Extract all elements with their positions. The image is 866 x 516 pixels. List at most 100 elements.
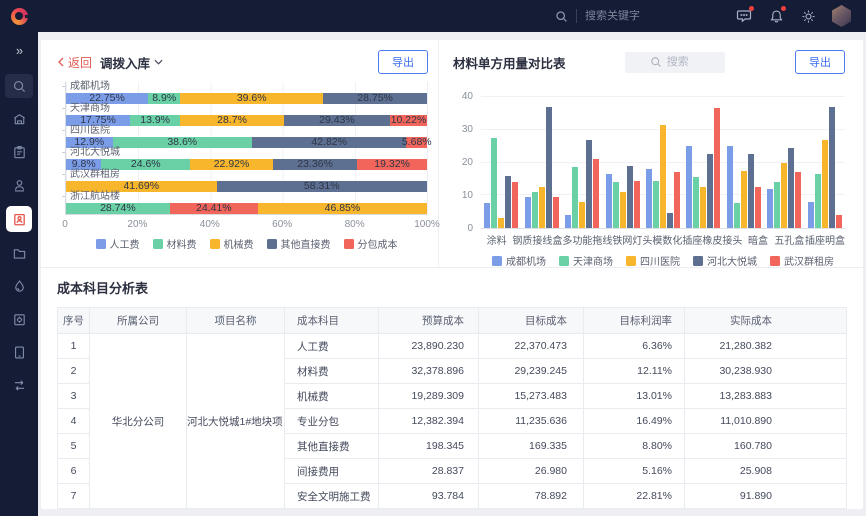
bar-天津商场[interactable]: [491, 137, 498, 228]
bar-segment-人工费[interactable]: 9.8%: [66, 159, 102, 170]
bar-天津商场[interactable]: [693, 177, 700, 228]
bar-成都机场[interactable]: [807, 201, 814, 228]
bar-四川医院[interactable]: [538, 187, 545, 228]
bar-河北大悦城[interactable]: [747, 154, 754, 228]
bar-成都机场[interactable]: [645, 169, 652, 228]
bar-河北大悦城[interactable]: [545, 106, 552, 228]
legend-item-机械费[interactable]: 机械费: [209, 236, 254, 251]
export-button[interactable]: 导出: [794, 50, 845, 74]
bar-segment-分包成本[interactable]: 24.41%: [169, 203, 258, 214]
bar-天津商场[interactable]: [733, 203, 740, 228]
legend-item-四川医院[interactable]: 四川医院: [626, 253, 680, 268]
chart-search-input[interactable]: [666, 56, 701, 68]
bar-成都机场[interactable]: [524, 196, 531, 228]
bar-武汉群租房[interactable]: [795, 172, 802, 228]
bar-segment-材料费[interactable]: 13.9%: [130, 115, 181, 126]
bar-segment-机械费[interactable]: 22.92%: [190, 159, 273, 170]
bar-武汉群租房[interactable]: [593, 159, 600, 228]
bar-segment-其他直接费[interactable]: 42.82%: [251, 137, 407, 148]
bar-segment-人工费[interactable]: 22.75%: [66, 93, 149, 104]
legend-item-分包成本[interactable]: 分包成本: [343, 236, 398, 251]
bar-四川医院[interactable]: [579, 201, 586, 228]
sidebar-item-materials[interactable]: [5, 274, 33, 298]
bar-成都机场[interactable]: [767, 188, 774, 228]
panel-title-dropdown[interactable]: 调拨入库: [100, 53, 163, 72]
sidebar-item-files[interactable]: [5, 241, 33, 265]
export-button[interactable]: 导出: [378, 50, 428, 74]
legend-item-成都机场[interactable]: 成都机场: [492, 253, 546, 268]
bar-segment-机械费[interactable]: 39.6%: [180, 93, 324, 104]
bar-segment-人工费[interactable]: 12.9%: [66, 137, 113, 148]
bar-四川医院[interactable]: [619, 191, 626, 228]
bar-segment-材料费[interactable]: 28.74%: [66, 203, 170, 214]
bar-成都机场[interactable]: [686, 146, 693, 228]
sidebar-item-company[interactable]: [5, 107, 33, 131]
bar-segment-分包成本[interactable]: 19.32%: [357, 159, 427, 170]
bar-四川医院[interactable]: [700, 187, 707, 228]
legend-item-武汉群租房[interactable]: 武汉群租房: [770, 253, 834, 268]
app-logo[interactable]: [0, 0, 38, 32]
bar-武汉群租房[interactable]: [512, 182, 519, 228]
global-search-input[interactable]: [585, 10, 675, 22]
bar-segment-分包成本[interactable]: 10.22%: [390, 114, 427, 126]
messages-icon[interactable]: [735, 6, 754, 25]
bar-segment-其他直接费[interactable]: 58.31%: [216, 181, 427, 192]
sidebar-item-cost-active[interactable]: [6, 206, 32, 232]
bar-segment-材料费[interactable]: 38.6%: [112, 137, 252, 148]
bar-天津商场[interactable]: [814, 173, 821, 228]
bar-segment-材料费[interactable]: 8.9%: [148, 93, 181, 104]
bar-成都机场[interactable]: [484, 203, 491, 228]
bar-segment-机械费[interactable]: 41.69%: [66, 181, 217, 192]
bar-成都机场[interactable]: [605, 173, 612, 228]
bar-segment-人工费[interactable]: 17.75%: [66, 115, 131, 126]
bar-河北大悦城[interactable]: [828, 106, 835, 228]
chart-search-box[interactable]: [625, 51, 726, 73]
bar-segment-其他直接费[interactable]: 28.75%: [323, 93, 427, 104]
sidebar-item-devices[interactable]: [5, 340, 33, 364]
bar-武汉群租房[interactable]: [673, 172, 680, 228]
back-link[interactable]: 返回: [57, 54, 92, 71]
settings-gear-icon[interactable]: [799, 7, 817, 25]
legend-item-天津商场[interactable]: 天津商场: [559, 253, 613, 268]
bar-天津商场[interactable]: [652, 180, 659, 228]
bar-成都机场[interactable]: [565, 214, 572, 228]
bar-四川医院[interactable]: [740, 170, 747, 228]
global-search[interactable]: [555, 9, 675, 23]
bar-四川医院[interactable]: [821, 139, 828, 228]
bar-河北大悦城[interactable]: [626, 165, 633, 228]
bar-segment-其他直接费[interactable]: 29.43%: [283, 115, 391, 126]
legend-item-材料费[interactable]: 材料费: [152, 236, 197, 251]
bar-武汉群租房[interactable]: [552, 196, 559, 228]
sidebar-item-personnel[interactable]: [5, 173, 33, 197]
bar-四川医院[interactable]: [781, 162, 788, 228]
bar-武汉群租房[interactable]: [714, 108, 721, 228]
bar-segment-机械费[interactable]: 46.85%: [257, 203, 427, 214]
bar-天津商场[interactable]: [612, 182, 619, 228]
bar-武汉群租房[interactable]: [754, 187, 761, 228]
legend-item-其他直接费[interactable]: 其他直接费: [266, 236, 331, 251]
bar-segment-材料费[interactable]: 24.6%: [101, 159, 191, 170]
sidebar-item-tasks[interactable]: [5, 140, 33, 164]
legend-item-人工费[interactable]: 人工费: [95, 236, 140, 251]
bar-河北大悦城[interactable]: [586, 139, 593, 228]
bar-河北大悦城[interactable]: [505, 175, 512, 228]
legend-item-河北大悦城[interactable]: 河北大悦城: [693, 253, 757, 268]
bar-河北大悦城[interactable]: [707, 154, 714, 228]
bar-成都机场[interactable]: [726, 146, 733, 228]
bar-武汉群租房[interactable]: [633, 180, 640, 228]
sidebar-item-search[interactable]: [5, 74, 33, 98]
bar-天津商场[interactable]: [572, 167, 579, 228]
sidebar-item-workflow[interactable]: [5, 373, 33, 397]
user-avatar[interactable]: [832, 5, 851, 27]
bar-天津商场[interactable]: [774, 182, 781, 228]
notifications-icon[interactable]: [767, 6, 786, 25]
bar-武汉群租房[interactable]: [835, 214, 842, 228]
bar-四川医院[interactable]: [498, 218, 505, 228]
bar-天津商场[interactable]: [531, 191, 538, 228]
bar-segment-机械费[interactable]: 28.7%: [180, 115, 284, 126]
sidebar-expand-icon[interactable]: »: [15, 43, 23, 58]
bar-四川医院[interactable]: [659, 124, 666, 228]
bar-segment-其他直接费[interactable]: 23.36%: [272, 159, 358, 170]
bar-河北大悦城[interactable]: [666, 213, 673, 228]
bar-segment-分包成本[interactable]: 5.68%: [401, 136, 432, 148]
